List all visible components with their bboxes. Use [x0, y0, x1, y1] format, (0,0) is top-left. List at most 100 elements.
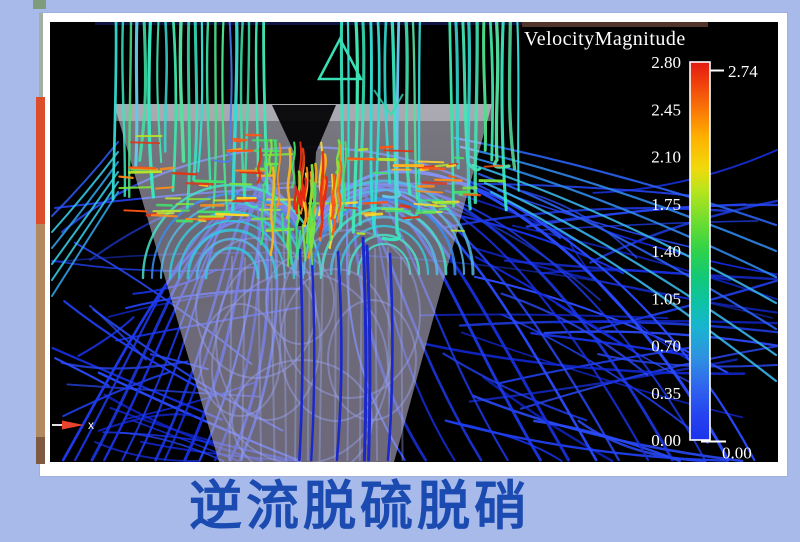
- streamline: [338, 224, 430, 276]
- streamline: [293, 179, 475, 276]
- streamline: [303, 166, 309, 226]
- streamline: [360, 211, 377, 215]
- streamline: [138, 22, 148, 162]
- streamline: [378, 145, 394, 149]
- legend-tick-label: 1.05: [651, 290, 681, 309]
- streamline: [306, 245, 311, 461]
- streamline: [381, 22, 401, 242]
- streamline: [362, 201, 389, 205]
- legend-tick-label: 0.35: [651, 384, 681, 403]
- streamline: [119, 431, 225, 462]
- streamline: [372, 171, 389, 175]
- legend-tick-label: 2.10: [651, 148, 681, 167]
- left-edge-strip: [36, 437, 45, 464]
- streamline: [466, 22, 472, 211]
- streamline: [503, 259, 778, 281]
- streamline: [327, 215, 332, 242]
- streamline: [286, 214, 291, 248]
- streamline: [118, 186, 152, 190]
- streamline: [172, 172, 198, 176]
- streamline: [185, 22, 191, 210]
- streamline: [262, 152, 294, 157]
- streamline: [186, 228, 278, 280]
- streamline: [270, 249, 276, 461]
- streamline: [345, 157, 377, 161]
- streamline: [493, 22, 511, 169]
- streamline: [434, 163, 450, 168]
- streamline: [383, 149, 414, 153]
- streamline: [192, 22, 199, 182]
- streamline: [296, 230, 302, 255]
- streamline-canvas-svg: VelocityMagnitude 2.80 2.45 2.10 1.75 1.…: [51, 22, 778, 463]
- streamline: [522, 190, 638, 259]
- streamline: [292, 185, 298, 211]
- streamlines-hot-core: [118, 133, 506, 267]
- streamline: [413, 202, 439, 207]
- streamline: [482, 22, 488, 152]
- streamline: [533, 419, 682, 462]
- legend-title: VelocityMagnitude: [524, 28, 686, 50]
- streamline: [51, 141, 119, 217]
- streamline: [335, 139, 341, 174]
- axis-triad: x: [52, 418, 94, 432]
- streamline: [285, 147, 292, 220]
- streamline: [489, 190, 778, 383]
- streamline: [421, 166, 446, 171]
- streamline: [150, 214, 178, 218]
- streamline: [420, 313, 669, 320]
- streamline: [281, 212, 285, 243]
- streamline: [156, 22, 163, 163]
- streamline: [329, 215, 439, 276]
- streamline: [337, 160, 343, 213]
- streamline: [416, 190, 444, 194]
- streamline: [241, 256, 246, 461]
- legend-tick-label: 0.70: [651, 337, 681, 356]
- streamline: [447, 174, 457, 179]
- streamline: [118, 175, 134, 179]
- streamline: [155, 186, 174, 190]
- left-edge-strip: [33, 0, 46, 9]
- streamline: [212, 22, 218, 209]
- streamline: [301, 224, 307, 261]
- streamline: [239, 22, 258, 209]
- streamline: [459, 145, 778, 253]
- streamline: [195, 237, 269, 280]
- legend-min-tick-label: 0.00: [722, 444, 752, 463]
- streamline: [335, 250, 343, 462]
- streamline: [403, 22, 422, 221]
- streamline: [507, 22, 517, 171]
- streamline: [147, 22, 156, 199]
- top-wall-strip: [522, 22, 708, 27]
- chevron-marker-icon: [373, 89, 404, 117]
- streamline: [398, 204, 411, 209]
- legend-tick-label: 2.80: [651, 53, 681, 72]
- streamline: [127, 22, 133, 199]
- streamline: [77, 316, 135, 357]
- streamline: [239, 171, 263, 175]
- legend-tick-label: 0.00: [651, 431, 681, 450]
- streamline: [421, 181, 448, 185]
- streamline: [197, 219, 207, 223]
- streamline: [305, 217, 310, 244]
- streamline: [347, 233, 421, 276]
- streamline: [417, 160, 445, 164]
- streamline: [51, 171, 119, 265]
- streamline: [323, 176, 329, 201]
- streamline: [471, 163, 778, 305]
- streamline: [543, 330, 778, 347]
- streamline: [185, 182, 214, 186]
- streamline: [516, 22, 520, 192]
- streamline: [88, 304, 147, 361]
- streamline: [205, 22, 212, 190]
- streamline: [592, 149, 778, 194]
- streamline: [386, 252, 394, 462]
- streamline: [123, 209, 148, 213]
- legend-tick-label: 1.75: [651, 195, 681, 214]
- streamline: [300, 183, 305, 209]
- streamline: [295, 190, 300, 215]
- streamline: [111, 22, 118, 201]
- streamline: [358, 250, 363, 461]
- streamline: [338, 22, 345, 230]
- left-edge-strip: [39, 13, 43, 97]
